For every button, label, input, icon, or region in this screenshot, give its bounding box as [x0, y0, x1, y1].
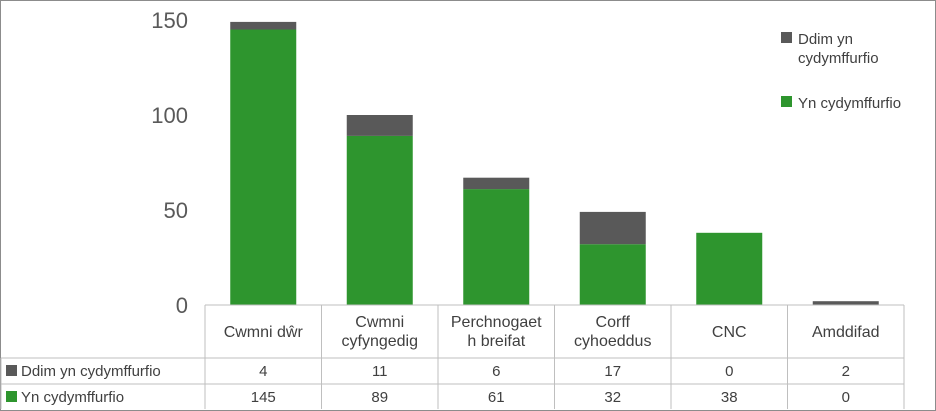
legend-key [781, 96, 792, 107]
table-row-label: Yn cydymffurfio [21, 389, 124, 406]
table-cell-value: 38 [721, 389, 738, 406]
bar-noncompliant [346, 115, 413, 136]
category-label-line: h breifat [467, 333, 525, 350]
bar-compliant [463, 189, 530, 305]
bar-compliant [230, 29, 297, 305]
table-cell-value: 61 [488, 389, 505, 406]
y-tick-label: 100 [151, 103, 188, 128]
table-cell-value: 17 [604, 363, 621, 380]
table-cell-value: 2 [842, 363, 850, 380]
table-cell-value: 89 [371, 389, 388, 406]
category-label: Cwmni dŵr [224, 324, 304, 341]
category-label-line: Corff [596, 314, 631, 331]
table-cell-value: 0 [725, 363, 733, 380]
y-tick-label: 0 [176, 293, 188, 318]
table-cell-value: 145 [251, 389, 276, 406]
legend-key [781, 32, 792, 43]
y-tick-label: 50 [164, 198, 188, 223]
bar-noncompliant [579, 211, 646, 245]
table-cell-value: 6 [492, 363, 500, 380]
legend-label: Yn cydymffurfio [798, 95, 901, 112]
table-cell-value: 11 [372, 363, 388, 380]
legend-label: Ddim yn cydymffurfio [798, 31, 879, 67]
bar-compliant [579, 244, 646, 305]
bar-compliant [696, 232, 763, 305]
category-label-line: Cwmni [355, 314, 404, 331]
category-label-line: CNC [712, 324, 747, 341]
category-label: CNC [712, 324, 747, 341]
bar-noncompliant [463, 177, 530, 190]
category-label-line: Perchnogaet [451, 314, 542, 331]
category-label: Amddifad [812, 324, 880, 341]
legend-label-line: Ddim yn [798, 31, 853, 48]
table-cell-value: 32 [604, 389, 621, 406]
table-cell-value: 0 [842, 389, 850, 406]
category-label-line: cyfyngedig [342, 333, 419, 350]
category-label: Perchnogaet h breifat [451, 314, 542, 350]
category-label: Cwmni cyfyngedig [342, 314, 419, 350]
bar-noncompliant [812, 301, 879, 305]
table-row-label: Ddim yn cydymffurfio [21, 363, 161, 380]
table-legend-key [6, 365, 17, 376]
bar-compliant [346, 135, 413, 305]
table-legend-key [6, 391, 17, 402]
category-label-line: Amddifad [812, 324, 880, 341]
legend-label-line: Yn cydymffurfio [798, 95, 901, 112]
category-label-line: cyhoeddus [574, 333, 651, 350]
legend-label-line: cydymffurfio [798, 50, 879, 67]
y-tick-label: 150 [151, 8, 188, 33]
table-cell-value: 4 [259, 363, 267, 380]
bar-noncompliant [230, 21, 297, 30]
category-label: Corff cyhoeddus [574, 314, 651, 350]
category-label-line: Cwmni dŵr [224, 324, 304, 341]
